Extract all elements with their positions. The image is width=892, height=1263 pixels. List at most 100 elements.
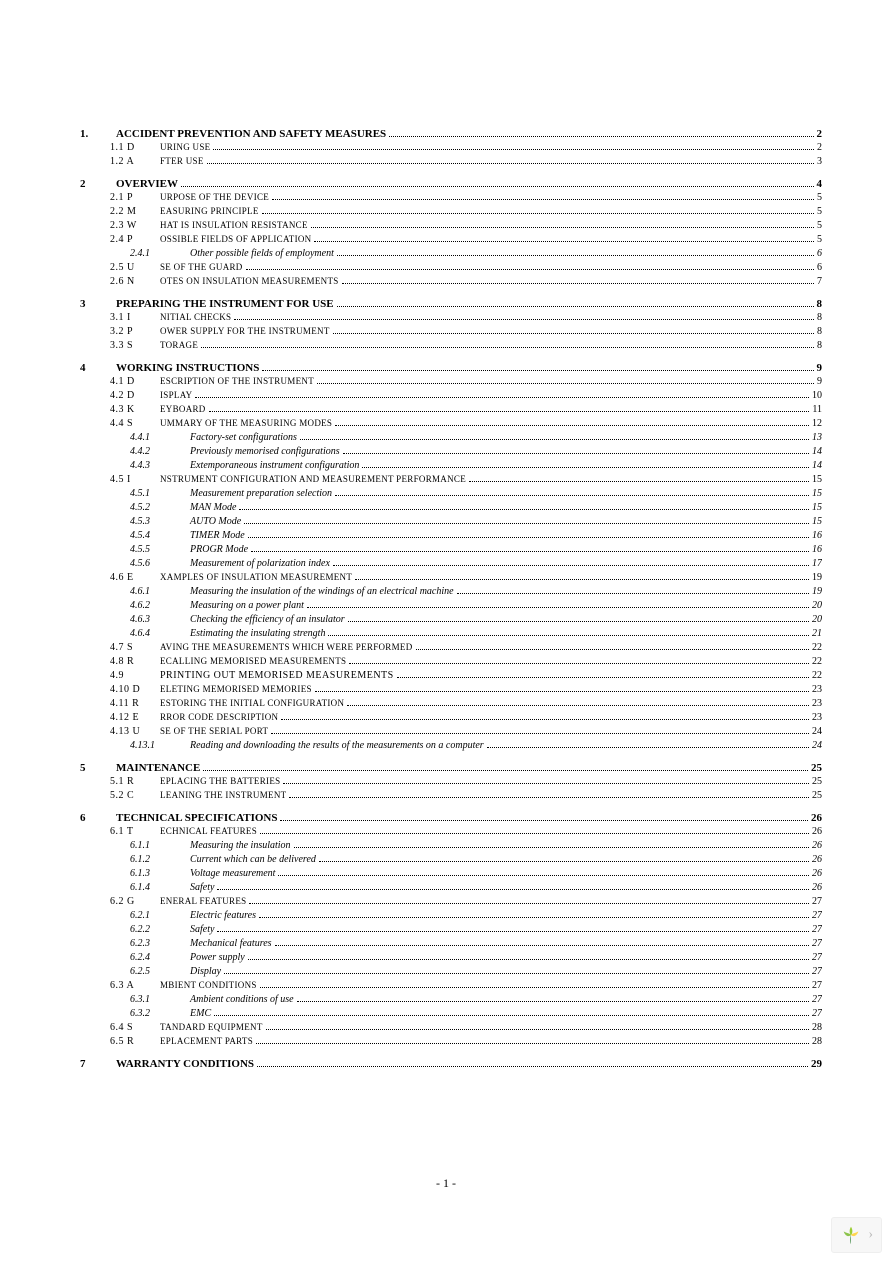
chevron-right-icon: › <box>868 1227 873 1243</box>
toc-label: 1.2 AFTER USE <box>110 156 204 167</box>
toc-number: 3.2 P <box>110 326 160 337</box>
toc-title: Factory-set configurations <box>190 432 297 443</box>
toc-entry: 4.11 RESTORING THE INITIAL CONFIGURATION… <box>80 698 822 712</box>
toc-label: 4.6.2Measuring on a power plant <box>130 600 304 611</box>
toc-entry: 4.5.5PROGR Mode16 <box>80 544 822 558</box>
corner-widget[interactable]: › <box>831 1217 882 1253</box>
toc-entry: 2.1 PURPOSE OF THE DEVICE5 <box>80 192 822 206</box>
toc-page: 28 <box>812 1022 822 1033</box>
toc-entry: 6.3 AMBIENT CONDITIONS27 <box>80 980 822 994</box>
toc-title: Ambient conditions of use <box>190 994 294 1005</box>
toc-title: OTES ON INSULATION MEASUREMENTS <box>160 276 339 286</box>
toc-title: TANDARD EQUIPMENT <box>160 1022 263 1032</box>
toc-title: ECHNICAL FEATURES <box>160 826 257 836</box>
toc-title: URING USE <box>160 142 210 152</box>
toc-title: TECHNICAL SPECIFICATIONS <box>116 812 277 824</box>
toc-title: Current which can be delivered <box>190 854 316 865</box>
toc-entry: 6.5 REPLACEMENT PARTS28 <box>80 1036 822 1050</box>
toc-title: UMMARY OF THE MEASURING MODES <box>160 418 332 428</box>
toc-leader <box>248 952 809 960</box>
toc-page: 6 <box>817 262 822 273</box>
toc-title: Other possible fields of employment <box>190 248 334 259</box>
toc-leader <box>246 262 814 270</box>
toc-leader <box>262 206 814 214</box>
toc-title: PRINTING OUT MEMORISED MEASUREMENTS <box>160 670 394 681</box>
toc-page: 3 <box>817 156 822 167</box>
toc-page: 25 <box>812 790 822 801</box>
toc-page: 14 <box>812 446 822 457</box>
toc-page: 23 <box>812 712 822 723</box>
table-of-contents: 1.ACCIDENT PREVENTION AND SAFETY MEASURE… <box>80 128 822 1072</box>
toc-title: AUTO Mode <box>190 516 241 527</box>
toc-leader <box>203 763 808 771</box>
toc-number: 2.2 M <box>110 206 160 217</box>
toc-label: 6.5 REPLACEMENT PARTS <box>110 1036 253 1047</box>
toc-page: 2 <box>817 142 822 153</box>
toc-title: EPLACEMENT PARTS <box>160 1036 253 1046</box>
toc-leader <box>362 460 809 468</box>
toc-leader <box>272 192 814 200</box>
toc-title: Measurement of polarization index <box>190 558 330 569</box>
toc-title: Reading and downloading the results of t… <box>190 740 484 751</box>
toc-title: Voltage measurement <box>190 868 275 879</box>
toc-page: 20 <box>812 614 822 625</box>
toc-number: 4.4.3 <box>130 460 190 471</box>
toc-title: Measuring the insulation <box>190 840 291 851</box>
toc-page: 2 <box>817 128 823 140</box>
toc-page: 20 <box>812 600 822 611</box>
toc-page: 26 <box>812 840 822 851</box>
toc-entry: 6.2.4Power supply27 <box>80 952 822 966</box>
toc-page: 27 <box>812 924 822 935</box>
toc-number: 2.3 W <box>110 220 160 231</box>
toc-page: 27 <box>812 938 822 949</box>
toc-page: 29 <box>811 1058 822 1070</box>
toc-label: 4.11 RESTORING THE INITIAL CONFIGURATION <box>110 698 344 709</box>
toc-title: NITIAL CHECKS <box>160 312 231 322</box>
toc-entry: 2.5 USE OF THE GUARD6 <box>80 262 822 276</box>
toc-label: 4.5.3AUTO Mode <box>130 516 241 527</box>
toc-title: Checking the efficiency of an insulator <box>190 614 345 625</box>
toc-title: Safety <box>190 882 214 893</box>
toc-label: 1.ACCIDENT PREVENTION AND SAFETY MEASURE… <box>80 128 386 140</box>
toc-title: ACCIDENT PREVENTION AND SAFETY MEASURES <box>116 128 386 140</box>
toc-page: 15 <box>812 502 822 513</box>
toc-number: 4.4 S <box>110 418 160 429</box>
toc-page: 16 <box>812 544 822 555</box>
toc-title: EMC <box>190 1008 211 1019</box>
toc-page: 23 <box>812 684 822 695</box>
toc-page: 13 <box>812 432 822 443</box>
toc-number: 4.5.3 <box>130 516 190 527</box>
toc-number: 6.3.2 <box>130 1008 190 1019</box>
toc-leader <box>214 1008 809 1016</box>
toc-label: 6.1.4Safety <box>130 882 214 893</box>
toc-leader <box>217 882 809 890</box>
toc-label: 4.13 USE OF THE SERIAL PORT <box>110 726 268 737</box>
toc-label: 4.5.2MAN Mode <box>130 502 236 513</box>
toc-label: 6TECHNICAL SPECIFICATIONS <box>80 812 277 824</box>
toc-page: 10 <box>812 390 822 401</box>
toc-leader <box>283 776 809 784</box>
toc-label: 4.5.4TIMER Mode <box>130 530 245 541</box>
toc-page: 15 <box>812 488 822 499</box>
toc-title: Measuring on a power plant <box>190 600 304 611</box>
toc-number: 3.3 S <box>110 340 160 351</box>
toc-leader <box>209 404 810 412</box>
toc-label: 4.9 PRINTING OUT MEMORISED MEASUREMENTS <box>110 670 394 681</box>
toc-label: 4WORKING INSTRUCTIONS <box>80 362 259 374</box>
toc-entry: 2.3 WHAT IS INSULATION RESISTANCE5 <box>80 220 822 234</box>
toc-entry: 1.2 AFTER USE 3 <box>80 156 822 170</box>
toc-title: Extemporaneous instrument configuration <box>190 460 359 471</box>
toc-label: 6.2 GENERAL FEATURES <box>110 896 246 907</box>
toc-number: 4.6.2 <box>130 600 190 611</box>
toc-page: 24 <box>812 726 822 737</box>
toc-entry: 3.3 STORAGE8 <box>80 340 822 354</box>
toc-entry: 6.1.1Measuring the insulation26 <box>80 840 822 854</box>
toc-title: SE OF THE SERIAL PORT <box>160 726 268 736</box>
toc-label: 5.1 REPLACING THE BATTERIES <box>110 776 280 787</box>
toc-leader <box>317 376 814 384</box>
toc-number: 2 <box>80 178 116 190</box>
toc-entry: 1.ACCIDENT PREVENTION AND SAFETY MEASURE… <box>80 128 822 142</box>
toc-label: 6.2.5Display <box>130 966 221 977</box>
toc-leader <box>315 684 809 692</box>
toc-title: Electric features <box>190 910 256 921</box>
